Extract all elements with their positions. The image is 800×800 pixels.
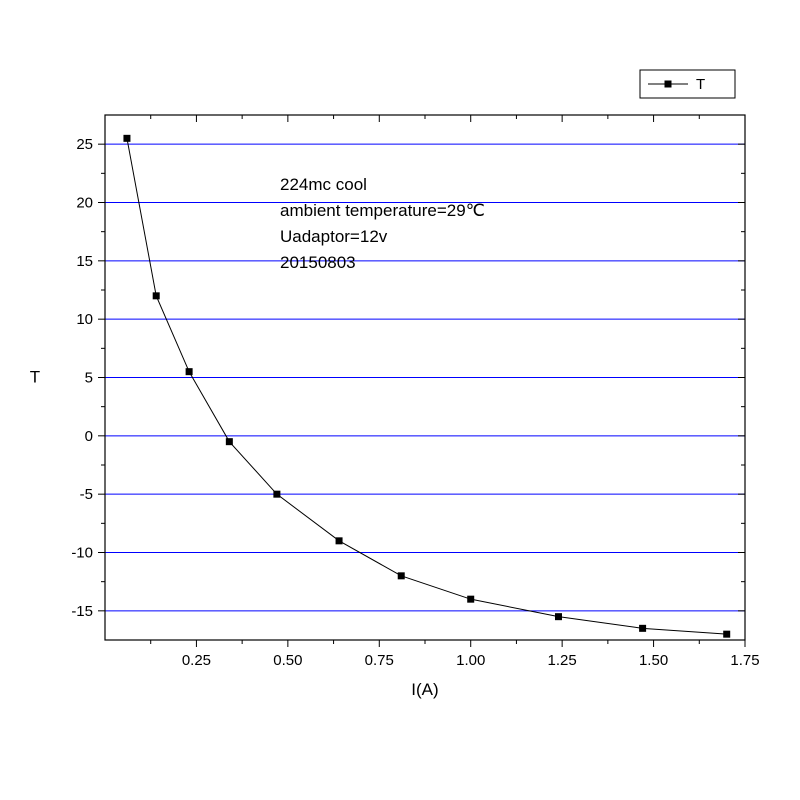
y-tick-label: 10 bbox=[76, 311, 93, 328]
y-tick-label: 15 bbox=[76, 253, 93, 270]
y-tick-label: 5 bbox=[85, 370, 93, 387]
data-marker bbox=[186, 368, 193, 375]
chart-annotation: 224mc cool bbox=[280, 175, 367, 194]
data-marker bbox=[226, 438, 233, 445]
data-marker bbox=[555, 613, 562, 620]
legend-marker bbox=[665, 81, 672, 88]
y-tick-label: -5 bbox=[80, 486, 93, 503]
chart-annotation: Uadaptor=12v bbox=[280, 227, 388, 246]
line-chart: 0.25 0.50 0.75 1.00 1.25 1.50 1.75 -15 -10 -5 0 5 10… bbox=[0, 0, 800, 800]
data-marker bbox=[398, 572, 405, 579]
y-axis-label: T bbox=[30, 368, 40, 387]
chart-annotation: 20150803 bbox=[280, 253, 356, 272]
x-tick-label: 0.75 bbox=[365, 652, 394, 669]
data-marker bbox=[723, 631, 730, 638]
data-marker bbox=[153, 292, 160, 299]
chart-annotation: ambient temperature=29℃ bbox=[280, 201, 485, 220]
chart-container: 0.25 0.50 0.75 1.00 1.25 1.50 1.75 -15 -10 -5 0 5 10… bbox=[0, 0, 800, 800]
data-marker bbox=[639, 625, 646, 632]
y-tick-label: 25 bbox=[76, 136, 93, 153]
x-axis-label: I(A) bbox=[411, 680, 438, 699]
x-tick-label: 0.25 bbox=[182, 652, 211, 669]
x-tick-label: 1.50 bbox=[639, 652, 668, 669]
y-tick-label: -15 bbox=[71, 603, 93, 620]
data-marker bbox=[336, 537, 343, 544]
x-tick-label: 1.25 bbox=[548, 652, 577, 669]
y-tick-label: -10 bbox=[71, 545, 93, 562]
x-tick-label: 1.00 bbox=[456, 652, 485, 669]
data-marker bbox=[123, 135, 130, 142]
data-marker bbox=[273, 491, 280, 498]
y-tick-label: 20 bbox=[76, 195, 93, 212]
legend-label: T bbox=[696, 76, 705, 93]
x-tick-label: 1.75 bbox=[730, 652, 759, 669]
y-tick-label: 0 bbox=[85, 428, 93, 445]
x-tick-label: 0.50 bbox=[273, 652, 302, 669]
data-marker bbox=[467, 596, 474, 603]
